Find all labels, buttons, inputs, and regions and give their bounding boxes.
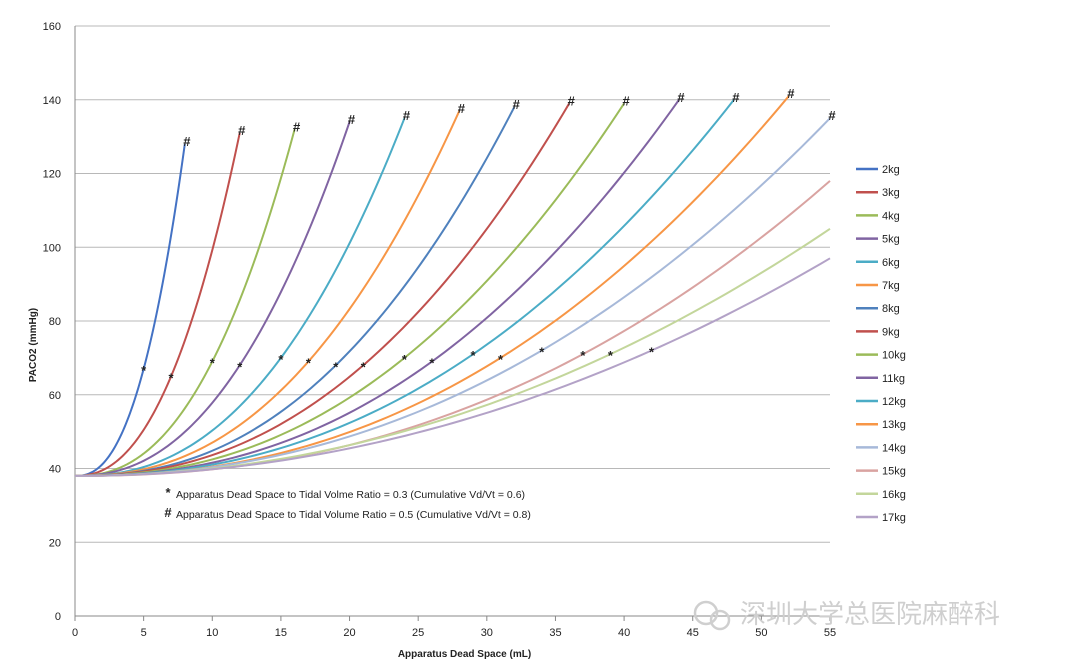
legend-label: 13kg xyxy=(882,419,906,431)
wechat-icon xyxy=(693,600,731,631)
hash-marker: # xyxy=(622,93,630,108)
legend-label: 5kg xyxy=(882,234,900,246)
hash-marker: # xyxy=(238,123,246,138)
x-tick-label: 0 xyxy=(72,627,78,639)
series-line-14kg xyxy=(74,117,831,477)
hash-marker: # xyxy=(403,108,411,123)
star-marker: * xyxy=(539,345,545,360)
star-marker: * xyxy=(471,348,477,363)
star-marker: * xyxy=(278,352,284,367)
x-tick-label: 40 xyxy=(618,627,630,639)
legend-label: 8kg xyxy=(882,303,900,315)
star-marker: * xyxy=(333,359,339,374)
x-tick-label: 5 xyxy=(141,627,147,639)
legend-label: 17kg xyxy=(882,512,906,524)
y-axis-title: PACO2 (mmHg) xyxy=(28,308,39,382)
series-line-3kg xyxy=(74,132,241,477)
legend-label: 10kg xyxy=(882,350,906,362)
hash-marker: # xyxy=(513,97,521,112)
hash-marker: # xyxy=(458,101,466,116)
series-group xyxy=(74,95,831,477)
y-tick-label: 100 xyxy=(43,242,61,254)
annotation-symbol: * xyxy=(165,485,171,500)
series-line-9kg xyxy=(74,102,571,477)
y-tick-label: 140 xyxy=(43,95,61,107)
hash-marker: # xyxy=(828,108,836,123)
legend-label: 2kg xyxy=(882,164,900,176)
hash-marker: # xyxy=(677,90,685,105)
star-marker: * xyxy=(306,356,312,371)
x-tick-label: 35 xyxy=(549,627,561,639)
hash-marker: # xyxy=(293,119,301,134)
series-line-6kg xyxy=(74,117,406,477)
star-marker: * xyxy=(429,356,435,371)
annotation-group: * Apparatus Dead Space to Tidal Volme Rat… xyxy=(164,485,530,521)
legend-label: 15kg xyxy=(882,466,906,478)
hash-marker: # xyxy=(787,86,795,101)
x-tick-label: 55 xyxy=(824,627,836,639)
hash-marker: # xyxy=(568,93,576,108)
y-tick-label: 120 xyxy=(43,169,61,181)
series-line-12kg xyxy=(74,99,735,477)
legend-label: 14kg xyxy=(882,442,906,454)
legend-label: 3kg xyxy=(882,187,900,199)
star-marker: * xyxy=(498,352,504,367)
watermark-text: 深圳大学总医院麻醉科 xyxy=(740,600,1000,630)
watermark: 深圳大学总医院麻醉科 xyxy=(693,600,1000,631)
legend-label: 12kg xyxy=(882,396,906,408)
annotation-symbol: # xyxy=(164,505,172,520)
x-tick-label: 15 xyxy=(275,627,287,639)
y-tick-label: 160 xyxy=(43,21,61,33)
y-tick-label: 40 xyxy=(49,464,61,476)
series-line-4kg xyxy=(74,128,296,477)
legend-label: 9kg xyxy=(882,326,900,338)
series-line-7kg xyxy=(74,110,461,477)
y-tick-label: 0 xyxy=(55,611,61,623)
star-marker: * xyxy=(141,363,147,378)
legend-label: 16kg xyxy=(882,489,906,501)
star-marker: * xyxy=(580,348,586,363)
star-marker: * xyxy=(210,356,216,371)
legend-label: 11kg xyxy=(882,373,905,385)
star-marker: * xyxy=(361,359,367,374)
annotation-text: Apparatus Dead Space to Tidal Volme Rati… xyxy=(176,489,525,501)
x-tick-label: 30 xyxy=(481,627,493,639)
x-tick-label: 45 xyxy=(687,627,699,639)
series-line-5kg xyxy=(74,121,351,477)
series-line-10kg xyxy=(74,102,625,477)
annotation-text: Apparatus Dead Space to Tidal Volume Rat… xyxy=(176,509,531,521)
legend-label: 4kg xyxy=(882,210,900,222)
star-marker: * xyxy=(649,345,655,360)
star-marker: * xyxy=(237,359,243,374)
x-axis-title: Apparatus Dead Space (mL) xyxy=(398,649,531,660)
x-tick-label: 20 xyxy=(343,627,355,639)
star-marker: * xyxy=(608,348,614,363)
legend-label: 7kg xyxy=(882,280,900,292)
axes: 0 20 40 60 80 100 120 140 160 0 5 10 15 20 25 30 35 40 45 5… xyxy=(28,21,836,660)
marker-group: * # * # * # * # * # * # * # * # * # * # * # * # * # * * * xyxy=(141,86,836,385)
legend: 2kg 3kg 4kg 5kg 6kg 7kg 8kg 9kg 10kg 11kg 12kg 13kg… xyxy=(856,164,906,524)
star-marker: * xyxy=(402,352,408,367)
y-tick-label: 80 xyxy=(49,316,61,328)
y-tick-label: 20 xyxy=(49,537,61,549)
x-tick-label: 10 xyxy=(206,627,218,639)
series-line-2kg xyxy=(74,143,186,477)
series-line-17kg xyxy=(74,257,831,477)
hash-marker: # xyxy=(183,134,191,149)
hash-marker: # xyxy=(348,112,356,127)
hash-marker: # xyxy=(732,90,740,105)
star-marker: * xyxy=(169,370,175,385)
legend-label: 6kg xyxy=(882,257,900,269)
x-tick-label: 25 xyxy=(412,627,424,639)
x-tick-label: 50 xyxy=(755,627,767,639)
y-tick-label: 60 xyxy=(49,390,61,402)
